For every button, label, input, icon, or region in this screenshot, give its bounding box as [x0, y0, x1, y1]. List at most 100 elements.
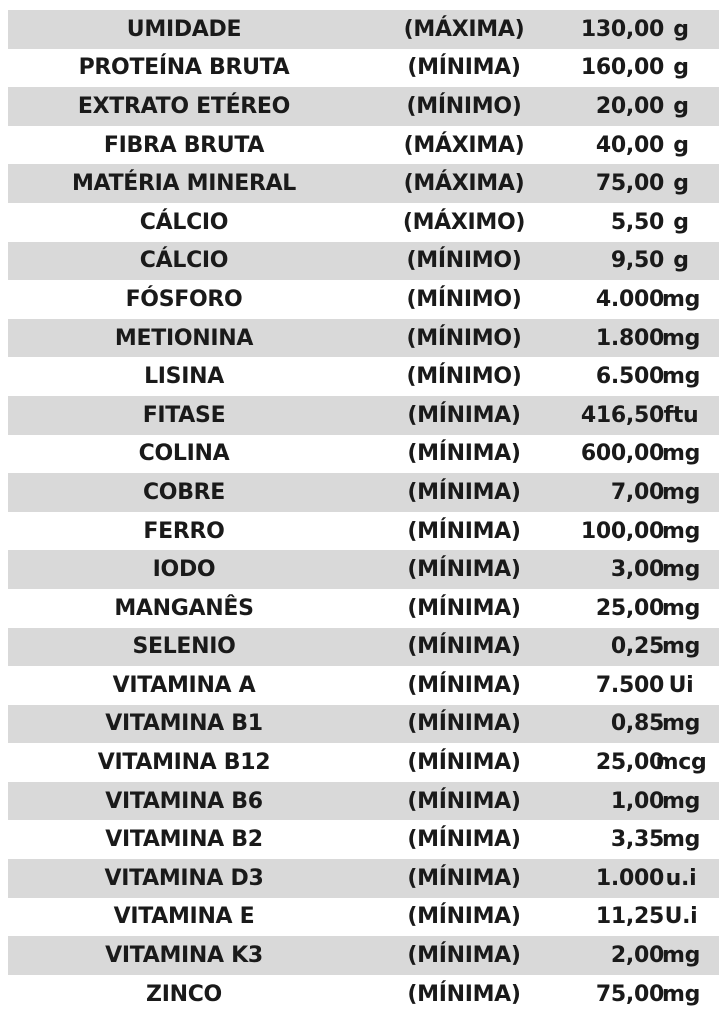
nutrient-value: 9,50 [610, 248, 664, 274]
nutrient-name: MATÉRIA MINERAL [71, 171, 297, 197]
table-row: FÓSFORO (MÍNIMO) 4.000 mg [8, 280, 719, 319]
nutrient-name: UMIDADE [126, 16, 242, 42]
nutrient-qualifier: (MÍNIMA) [407, 672, 521, 698]
table-row: VITAMINA K3 (MÍNIMA) 2,00 mg [8, 936, 719, 975]
nutrient-name: VITAMINA B1 [105, 711, 263, 737]
nutrient-unit: g [673, 171, 689, 197]
nutrient-qualifier: (MÍNIMO) [406, 325, 522, 351]
nutrient-value: 7,00 [610, 479, 664, 505]
nutrient-name: COBRE [142, 479, 226, 505]
nutrient-qualifier: (MÍNIMA) [407, 595, 521, 621]
nutrient-unit: g [673, 248, 689, 274]
nutrient-qualifier: (MÍNIMA) [407, 827, 521, 853]
nutrient-unit: mg [661, 518, 701, 544]
nutrient-value: 0,85 [610, 711, 664, 737]
table-row: UMIDADE (MÁXIMA) 130,00 g [8, 10, 719, 49]
nutrient-value: 11,25 [595, 904, 664, 930]
nutrient-value: 40,00 [595, 132, 664, 158]
nutrient-unit: g [673, 93, 689, 119]
nutrient-qualifier: (MÍNIMA) [407, 711, 521, 737]
nutrient-unit: mg [661, 827, 701, 853]
nutrient-name: VITAMINA E [113, 904, 255, 930]
nutrient-name: VITAMINA A [112, 672, 256, 698]
nutrient-qualifier: (MÍNIMO) [406, 364, 522, 390]
nutrient-qualifier: (MÍNIMA) [407, 55, 521, 81]
nutrient-qualifier: (MÍNIMA) [407, 865, 521, 891]
table-row: CÁLCIO (MÁXIMO) 5,50 g [8, 203, 719, 242]
nutrient-name: COLINA [138, 441, 230, 467]
table-row: VITAMINA A (MÍNIMA) 7.500 Ui [8, 666, 719, 705]
nutrient-unit: g [673, 209, 689, 235]
nutrient-name: PROTEÍNA BRUTA [78, 55, 290, 81]
table-row: MANGANÊS (MÍNIMA) 25,00 mg [8, 589, 719, 628]
nutrient-unit: mg [661, 595, 701, 621]
nutrient-value: 1,00 [610, 788, 664, 814]
nutrient-unit: mg [661, 981, 701, 1007]
nutrient-value: 160,00 [580, 55, 664, 81]
table-row: LISINA (MÍNIMO) 6.500 mg [8, 357, 719, 396]
table-row: METIONINA (MÍNIMO) 1.800 mg [8, 318, 719, 358]
table-row: ZINCO (MÍNIMA) 75,00 mg [8, 975, 719, 1014]
table-row: SELENIO (MÍNIMA) 0,25 mg [8, 627, 719, 667]
nutrient-name: EXTRATO ETÉREO [77, 93, 291, 119]
nutrient-qualifier: (MÍNIMA) [407, 518, 521, 544]
table-row: COLINA (MÍNIMA) 600,00 mg [8, 435, 719, 474]
nutrient-qualifier: (MÁXIMO) [402, 209, 526, 235]
nutrient-value: 600,00 [580, 441, 664, 467]
nutrient-qualifier: (MÍNIMA) [407, 788, 521, 814]
nutrient-qualifier: (MÍNIMA) [407, 479, 521, 505]
nutrient-name: SELENIO [132, 634, 236, 660]
nutrient-value: 3,35 [610, 827, 664, 853]
nutrient-value: 5,50 [610, 209, 664, 235]
table-row: FIBRA BRUTA (MÁXIMA) 40,00 g [8, 126, 719, 165]
nutrient-unit: mg [661, 557, 701, 583]
table-row: COBRE (MÍNIMA) 7,00 mg [8, 473, 719, 512]
nutrient-name: CÁLCIO [139, 209, 229, 235]
nutrient-qualifier: (MÍNIMA) [407, 981, 521, 1007]
nutrient-name: FIBRA BRUTA [103, 132, 265, 158]
nutrient-name: VITAMINA B12 [97, 750, 271, 776]
nutrient-unit: g [673, 55, 689, 81]
table-row: CÁLCIO (MÍNIMO) 9,50 g [8, 241, 719, 281]
nutrient-value: 75,00 [595, 981, 664, 1007]
nutrient-unit: mg [661, 364, 701, 390]
nutrient-name: METIONINA [114, 325, 254, 351]
nutrient-value: 6.500 [595, 364, 664, 390]
nutrient-unit: mg [661, 788, 701, 814]
nutrient-qualifier: (MÍNIMO) [406, 93, 522, 119]
nutrient-unit: u.i [665, 865, 697, 891]
nutrient-name: VITAMINA D3 [104, 865, 264, 891]
nutrient-unit: mg [661, 441, 701, 467]
table-row: FITASE (MÍNIMA) 416,50 ftu [8, 395, 719, 435]
nutrient-value: 25,00 [595, 750, 664, 776]
nutrient-unit: Ui [668, 672, 694, 698]
nutrient-qualifier: (MÍNIMA) [407, 402, 521, 428]
table-row: VITAMINA B6 (MÍNIMA) 1,00 mg [8, 781, 719, 821]
nutrient-value: 416,50 [580, 402, 664, 428]
table-row: VITAMINA B2 (MÍNIMA) 3,35 mg [8, 820, 719, 859]
nutrient-qualifier: (MÍNIMA) [407, 557, 521, 583]
nutrient-unit: mg [661, 286, 701, 312]
nutrient-unit: mg [661, 943, 701, 969]
table-row: IODO (MÍNIMA) 3,00 mg [8, 550, 719, 589]
nutrient-name: VITAMINA B2 [105, 827, 263, 853]
nutrient-unit: U.i [664, 904, 698, 930]
nutrient-value: 130,00 [580, 16, 664, 42]
nutrient-name: CÁLCIO [139, 248, 229, 274]
nutrient-value: 0,25 [610, 634, 664, 660]
table-row: VITAMINA B1 (MÍNIMA) 0,85 mg [8, 704, 719, 744]
nutrient-value: 20,00 [595, 93, 664, 119]
nutrient-value: 75,00 [595, 171, 664, 197]
nutrient-name: VITAMINA K3 [105, 943, 263, 969]
nutrient-name: LISINA [144, 364, 224, 390]
nutrient-qualifier: (MÁXIMA) [403, 16, 525, 42]
table-row: MATÉRIA MINERAL (MÁXIMA) 75,00 g [8, 164, 719, 203]
nutrient-value: 25,00 [595, 595, 664, 621]
nutrient-name: FÓSFORO [125, 286, 243, 312]
table-row: VITAMINA D3 (MÍNIMA) 1.000 u.i [8, 859, 719, 898]
nutrient-unit: mg [661, 711, 701, 737]
nutrient-value: 3,00 [610, 557, 664, 583]
nutrient-qualifier: (MÍNIMA) [407, 904, 521, 930]
nutrient-unit: g [673, 132, 689, 158]
table-row: VITAMINA B12 (MÍNIMA) 25,00 mcg [8, 743, 719, 782]
